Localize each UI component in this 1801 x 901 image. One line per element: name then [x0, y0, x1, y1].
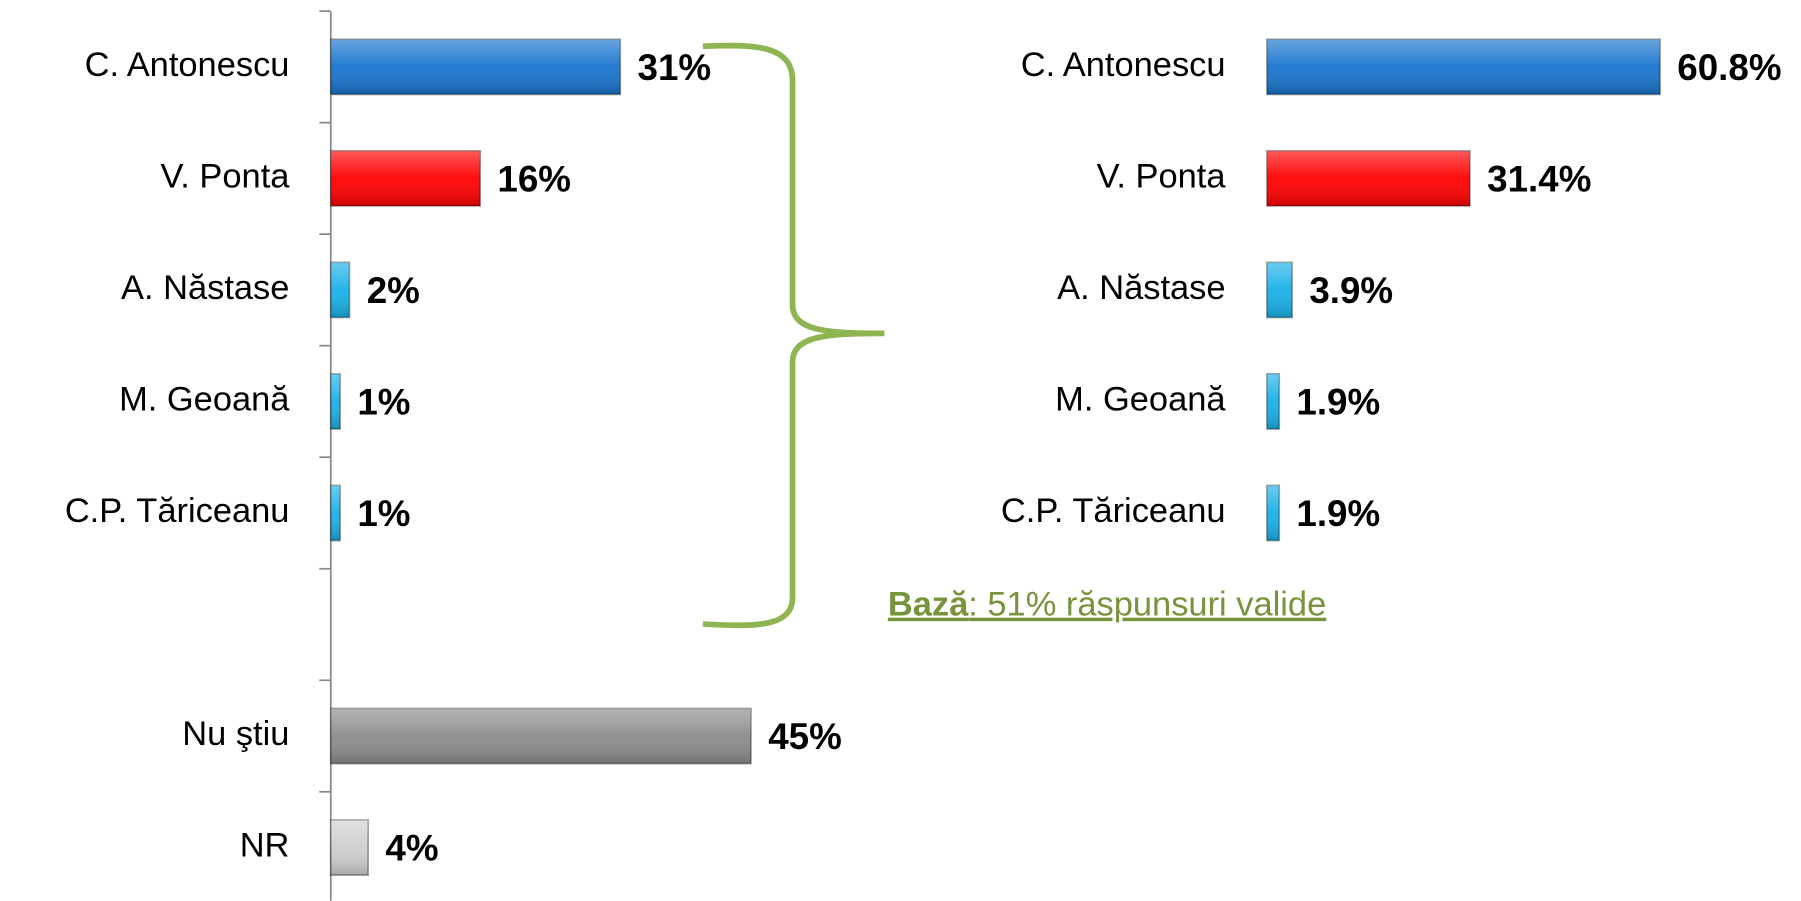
- category-label: Nu ştiu: [182, 715, 289, 753]
- category-label: V. Ponta: [160, 157, 290, 195]
- category-label: A. Năstase: [121, 269, 289, 307]
- category-label: V. Ponta: [1097, 157, 1227, 195]
- bar-shine: [1266, 485, 1280, 541]
- bar-shine: [330, 150, 481, 206]
- category-label: A. Năstase: [1057, 269, 1225, 307]
- value-label: 1%: [357, 382, 410, 423]
- bar-shine: [1266, 150, 1470, 206]
- category-label: C. Antonescu: [1021, 46, 1226, 84]
- value-label: 60.8%: [1677, 47, 1781, 88]
- value-label: 1%: [357, 493, 410, 534]
- category-label: M. Geoană: [1055, 381, 1226, 419]
- value-label: 2%: [367, 270, 420, 311]
- bar-shine: [330, 820, 369, 876]
- value-label: 31.4%: [1487, 159, 1591, 200]
- category-label: M. Geoană: [119, 381, 290, 419]
- value-label: 45%: [768, 716, 842, 757]
- annotation-text: : 51% răspunsuri valide: [968, 586, 1326, 624]
- value-label: 4%: [385, 828, 438, 869]
- category-label: C.P. Tăriceanu: [1001, 492, 1226, 530]
- value-label: 1.9%: [1296, 382, 1380, 423]
- brace: [702, 42, 885, 629]
- category-label: C.P. Tăriceanu: [65, 492, 290, 530]
- annotation-bold: Bază: [888, 586, 969, 624]
- annotation: Bază: 51% răspunsuri valide: [888, 586, 1326, 624]
- bar-shine: [330, 39, 621, 95]
- bar-shine: [1266, 39, 1661, 95]
- bar-shine: [1266, 373, 1280, 430]
- value-label: 16%: [497, 159, 571, 200]
- bar-shine: [330, 262, 350, 318]
- bar-shine: [1266, 262, 1293, 318]
- value-label: 3.9%: [1309, 270, 1393, 311]
- value-label: 1.9%: [1296, 493, 1380, 534]
- bar-shine: [330, 708, 752, 764]
- bar-shine: [330, 485, 341, 541]
- bar-shine: [330, 373, 341, 430]
- value-label: 31%: [638, 47, 712, 88]
- category-label: C. Antonescu: [85, 46, 290, 84]
- category-label: NR: [240, 827, 290, 865]
